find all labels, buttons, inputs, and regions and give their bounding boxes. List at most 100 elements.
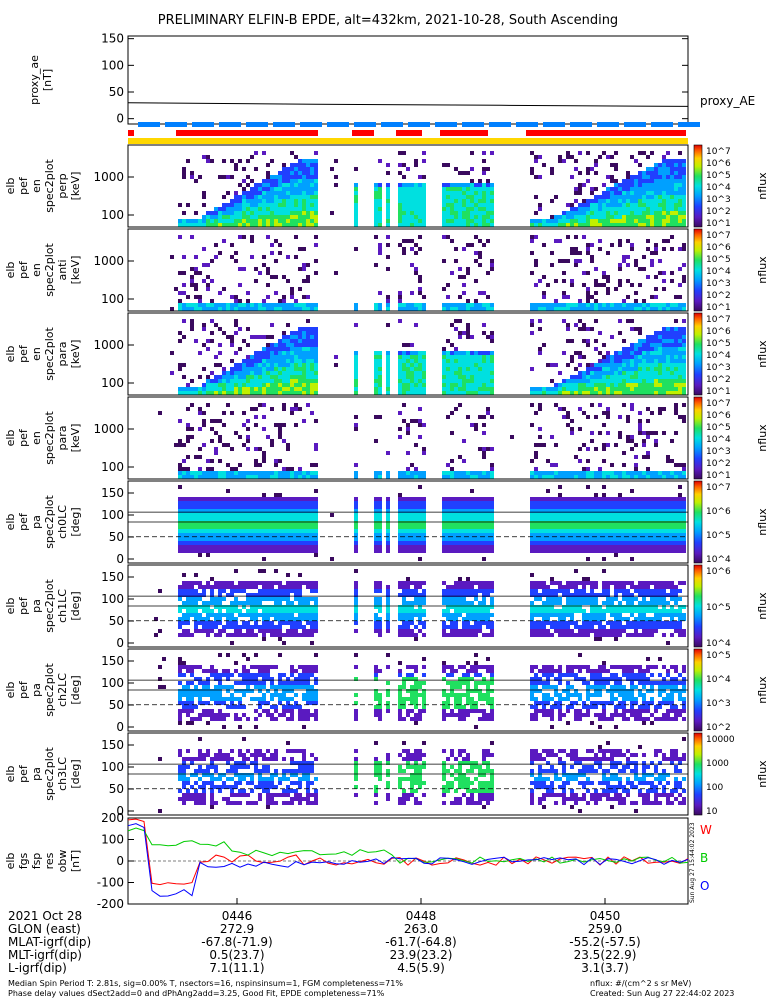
spectrogram-cell: [458, 191, 462, 195]
spectrogram-cell: [282, 203, 286, 207]
spectrogram-cell: [554, 517, 558, 521]
spectrogram-cell: [642, 391, 646, 395]
spectrogram-cell: [310, 497, 314, 501]
spectrogram-cell: [478, 509, 482, 513]
spectrogram-cell: [442, 259, 446, 263]
spectrogram-cell: [582, 549, 586, 553]
spectrogram-cell: [314, 541, 318, 545]
spectrogram-cell: [610, 545, 614, 549]
spectrogram-cell: [302, 359, 306, 363]
spectrogram-cell: [354, 521, 358, 525]
spectrogram-cell: [210, 609, 214, 613]
spectrogram-cell: [194, 391, 198, 395]
spectrogram-cell: [578, 497, 582, 501]
spectrogram-cell: [642, 343, 646, 347]
spectrogram-cell: [406, 371, 410, 375]
spectrogram-cell: [610, 367, 614, 371]
spectrogram-cell: [562, 215, 566, 219]
spectrogram-cell: [482, 513, 486, 517]
spectrogram-cell: [646, 435, 650, 439]
spectrogram-cell: [546, 525, 550, 529]
spectrogram-cell: [610, 335, 614, 339]
spectrogram-cell: [562, 219, 566, 223]
spectrogram-cell: [594, 163, 598, 167]
spectrogram-cell: [294, 351, 298, 355]
spectrogram-cell: [282, 187, 286, 191]
spectrogram-cell: [470, 391, 474, 395]
spectrogram-cell: [274, 223, 278, 227]
spectrogram-cell: [682, 215, 686, 219]
spectrogram-cell: [374, 415, 378, 419]
spectrogram-cell: [674, 347, 678, 351]
spectrogram-cell: [442, 537, 446, 541]
spectrogram-cell: [630, 283, 634, 287]
spectrogram-cell: [642, 475, 646, 479]
spectrogram-cell: [666, 367, 670, 371]
spectrogram-cell: [414, 419, 418, 423]
spectrogram-cell: [178, 525, 182, 529]
spectrogram-cell: [590, 533, 594, 537]
spectrogram-cell: [586, 247, 590, 251]
spectrogram-cell: [202, 155, 206, 159]
spectrogram-cell: [562, 383, 566, 387]
spectrogram-cell: [266, 211, 270, 215]
spectrogram-cell: [218, 219, 222, 223]
spectrogram-cell: [594, 195, 598, 199]
spectrogram-cell: [442, 379, 446, 383]
spectrogram-cell: [246, 383, 250, 387]
spectrogram-cell: [566, 411, 570, 415]
spectrogram-cell: [302, 263, 306, 267]
spectrogram-cell: [454, 505, 458, 509]
spectrogram-cell: [490, 359, 494, 363]
spectrogram-cell: [282, 275, 286, 279]
spectrogram-cell: [446, 541, 450, 545]
tick-label: 100: [101, 508, 124, 522]
spectrogram-cell: [250, 371, 254, 375]
spectrogram-cell: [386, 533, 390, 537]
spectrogram-cell: [270, 537, 274, 541]
spectrogram-cell: [402, 219, 406, 223]
spectrogram-cell: [482, 199, 486, 203]
spectrogram-cell: [202, 625, 206, 629]
spectrogram-cell: [678, 375, 682, 379]
spectrogram-cell: [246, 359, 250, 363]
spectrogram-cell: [310, 215, 314, 219]
spectrogram-cell: [658, 179, 662, 183]
spectrogram-cell: [474, 303, 478, 307]
spectrogram-cell: [186, 589, 190, 593]
panel-cells: [170, 319, 686, 395]
spectrogram-cell: [286, 175, 290, 179]
spectrogram-cell: [242, 363, 246, 367]
spectrogram-cell: [550, 521, 554, 525]
spectrogram-cell: [486, 545, 490, 549]
spectrogram-cell: [450, 471, 454, 475]
spectrogram-cell: [618, 195, 622, 199]
spectrogram-cell: [234, 533, 238, 537]
spectrogram-cell: [474, 299, 478, 303]
spectrogram-cell: [554, 525, 558, 529]
spectrogram-cell: [230, 517, 234, 521]
spectrogram-cell: [458, 215, 462, 219]
spectrogram-cell: [642, 255, 646, 259]
spectrogram-cell: [298, 351, 302, 355]
status-blue-segment: [651, 122, 673, 127]
spectrogram-cell: [662, 505, 666, 509]
spectrogram-cell: [582, 467, 586, 471]
spectrogram-cell: [302, 521, 306, 525]
spectrogram-cell: [674, 411, 678, 415]
spectrogram-cell: [538, 403, 542, 407]
spectrogram-cell: [178, 609, 182, 613]
spectrogram-cell: [618, 549, 622, 553]
spectrogram-cell: [378, 415, 382, 419]
spectrogram-cell: [550, 475, 554, 479]
spectrogram-cell: [490, 307, 494, 311]
spectrogram-cell: [306, 263, 310, 267]
spectrogram-cell: [654, 303, 658, 307]
spectrogram-cell: [278, 187, 282, 191]
spectrogram-cell: [202, 343, 206, 347]
spectrogram-cell: [614, 443, 618, 447]
spectrogram-cell: [294, 255, 298, 259]
spectrogram-cell: [222, 367, 226, 371]
spectrogram-cell: [602, 359, 606, 363]
spectrogram-cell: [418, 557, 422, 561]
